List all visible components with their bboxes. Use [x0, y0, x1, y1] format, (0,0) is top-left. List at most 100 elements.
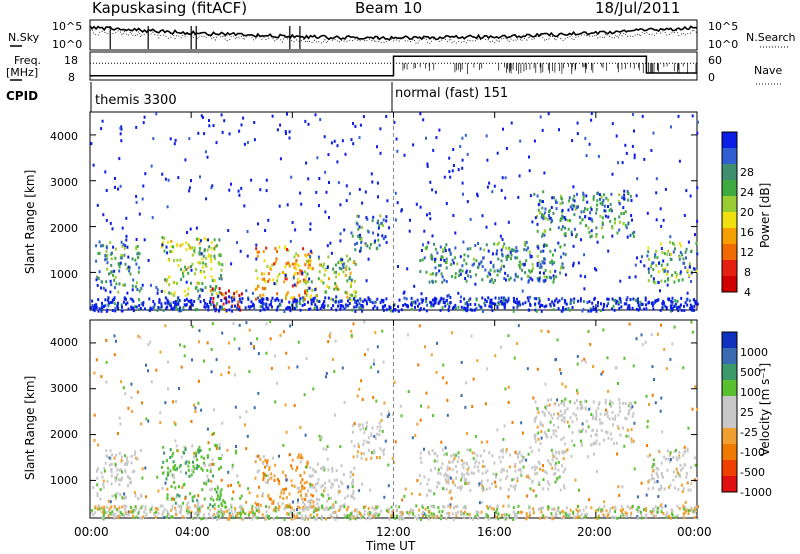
heatmap-cell — [530, 255, 533, 258]
heatmap-cell — [611, 307, 613, 311]
heatmap-cell — [537, 437, 540, 441]
heatmap-cell — [279, 495, 282, 499]
heatmap-cell — [268, 515, 270, 519]
heatmap-cell — [609, 432, 612, 436]
heatmap-cell — [492, 507, 495, 511]
heatmap-cell — [212, 303, 215, 307]
heatmap-cell — [124, 495, 127, 499]
heatmap-cell — [449, 503, 452, 507]
heatmap-cell — [652, 463, 655, 466]
heatmap-cell — [643, 264, 646, 268]
heatmap-cell — [694, 301, 697, 305]
freq-series — [90, 55, 698, 77]
heatmap-cell — [354, 262, 357, 266]
heatmap-cell — [440, 296, 443, 300]
heatmap-cell — [493, 461, 496, 465]
heatmap-cell — [178, 299, 181, 303]
heatmap-cell — [495, 252, 498, 256]
heatmap-cell — [372, 515, 375, 519]
heatmap-cell — [268, 477, 271, 481]
heatmap-cell — [255, 269, 258, 273]
heatmap-cell — [373, 304, 376, 308]
heatmap-cell — [220, 373, 223, 377]
heatmap-cell — [661, 251, 664, 254]
heatmap-cell — [537, 301, 540, 305]
heatmap-cell — [363, 439, 366, 443]
heatmap-cell — [172, 475, 175, 479]
heatmap-cell — [169, 469, 172, 473]
heatmap-cell — [136, 457, 139, 461]
heatmap-cell — [337, 181, 340, 185]
heatmap-cell — [100, 280, 103, 284]
heatmap-cell — [204, 262, 207, 266]
heatmap-cell — [389, 306, 392, 310]
heatmap-cell — [210, 246, 213, 250]
heatmap-cell — [142, 301, 145, 305]
heatmap-cell — [573, 227, 576, 231]
heatmap-cell — [238, 193, 241, 197]
heatmap-cell — [466, 468, 469, 472]
heatmap-cell — [197, 289, 200, 293]
heatmap-cell — [299, 271, 302, 275]
heatmap-cell — [216, 517, 218, 521]
power-y-ticks: 4000 3000 2000 1000 — [50, 130, 78, 281]
heatmap-cell — [590, 234, 593, 238]
heatmap-cell — [231, 466, 234, 470]
heatmap-cell — [581, 442, 584, 446]
heatmap-cell — [472, 257, 475, 261]
heatmap-cell — [284, 297, 287, 301]
heatmap-cell — [393, 120, 396, 124]
heatmap-cell — [131, 470, 134, 474]
heatmap-cell — [195, 454, 198, 458]
heatmap-cell — [205, 264, 208, 268]
heatmap-cell — [145, 512, 148, 516]
heatmap-cell — [114, 307, 117, 311]
heatmap-cell — [454, 505, 457, 509]
heatmap-cell — [350, 512, 352, 516]
heatmap-cell — [211, 487, 213, 491]
heatmap-cell — [180, 268, 183, 271]
heatmap-cell — [683, 304, 685, 308]
heatmap-cell — [97, 298, 100, 302]
heatmap-cell — [664, 513, 667, 517]
heatmap-cell — [433, 242, 435, 246]
heatmap-cell — [139, 516, 142, 520]
heatmap-cell — [169, 250, 172, 253]
heatmap-cell — [203, 461, 205, 465]
heatmap-cell — [355, 291, 358, 295]
heatmap-cell — [187, 510, 190, 514]
heatmap-cell — [155, 368, 158, 372]
heatmap-cell — [330, 141, 333, 145]
heatmap-cell — [370, 432, 373, 436]
heatmap-cell — [462, 466, 465, 470]
heatmap-cell — [183, 445, 186, 449]
heatmap-cell — [172, 301, 175, 304]
heatmap-cell — [144, 172, 147, 176]
heatmap-cell — [569, 400, 572, 404]
heatmap-cell — [201, 488, 204, 492]
heatmap-cell — [667, 457, 670, 461]
heatmap-cell — [327, 493, 330, 497]
heatmap-cell — [178, 309, 181, 313]
heatmap-cell — [163, 236, 166, 240]
heatmap-cell — [425, 300, 428, 303]
heatmap-cell — [618, 405, 621, 409]
heatmap-cell — [459, 300, 462, 303]
heatmap-cell — [302, 247, 305, 251]
heatmap-cell — [422, 118, 425, 122]
heatmap-cell — [235, 445, 237, 448]
heatmap-cell — [136, 281, 138, 285]
heatmap-cell — [427, 506, 429, 509]
heatmap-cell — [293, 283, 296, 287]
heatmap-cell — [126, 456, 129, 460]
heatmap-cell — [353, 422, 356, 426]
heatmap-cell — [152, 305, 155, 309]
heatmap-cell — [221, 513, 224, 517]
heatmap-cell — [310, 498, 313, 502]
heatmap-cell — [616, 516, 619, 520]
heatmap-cell — [230, 503, 233, 507]
heatmap-cell — [555, 434, 558, 438]
heatmap-cell — [238, 505, 241, 509]
heatmap-cell — [573, 194, 576, 198]
heatmap-cell — [256, 254, 259, 258]
